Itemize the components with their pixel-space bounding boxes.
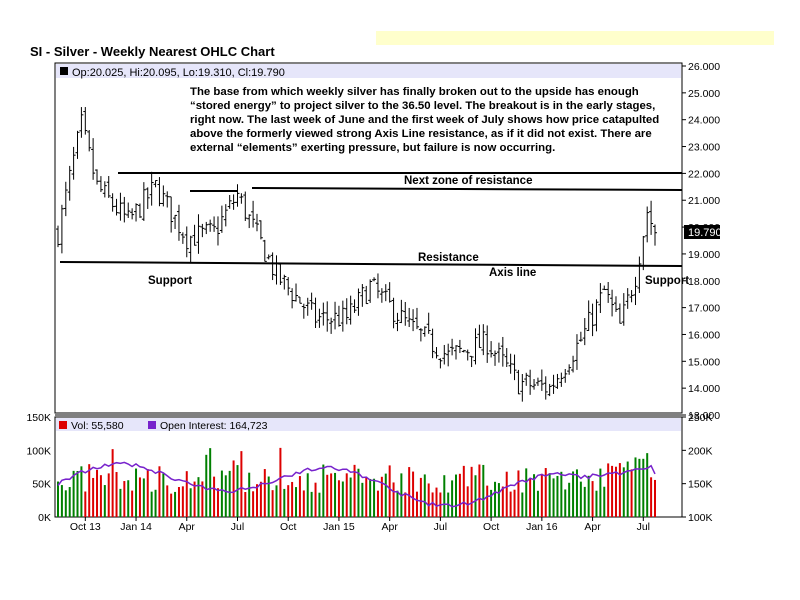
header-highlight-bar: [376, 31, 774, 45]
price-y-tick-label: 22.000: [688, 168, 720, 180]
volume-bars: [57, 447, 656, 517]
x-tick-label: Apr: [381, 521, 398, 533]
volume-y-tick-label: 150K: [26, 412, 51, 424]
x-tick-label: Jul: [637, 521, 650, 533]
open-interest-line: [57, 461, 656, 508]
x-axis: Oct 13 Jan 14 Apr Jul Oct Jan 15 Apr Jul Oct Jan …: [70, 517, 650, 533]
x-tick-label: Jul: [434, 521, 447, 533]
oi-legend-swatch: [148, 421, 156, 429]
x-tick-label: Apr: [179, 521, 196, 533]
resistance-label: Resistance: [418, 252, 479, 264]
price-y-tick-label: 14.000: [688, 383, 720, 395]
oi-legend-text: Open Interest: 164,723: [160, 420, 268, 432]
price-y-tick-label: 17.000: [688, 303, 720, 315]
price-y-tick-label: 21.000: [688, 195, 720, 207]
ohlc-legend-text: Op:20.025, Hi:20.095, Lo:19.310, Cl:19.7…: [72, 67, 285, 79]
axis-line-label: Axis line: [489, 267, 536, 279]
oi-y-tick-label: 250K: [688, 412, 713, 424]
volume-y-tick-label: 50K: [32, 479, 51, 491]
volume-legend-text: Vol: 55,580: [71, 420, 124, 432]
next-zone-line-3: [251, 187, 683, 191]
support-right-label: Support: [645, 275, 689, 287]
x-tick-label: Apr: [584, 521, 601, 533]
oi-y-tick-label: 200K: [688, 445, 713, 457]
volume-y-axis: 150K 100K 50K 0K: [26, 412, 51, 524]
chart-title: SI - Silver - Weekly Nearest OHLC Chart: [30, 44, 275, 59]
x-tick-label: Oct 13: [70, 521, 101, 533]
price-panel-frame: [54, 62, 683, 414]
oi-y-tick-label: 100K: [688, 512, 713, 524]
volume-y-tick-label: 100K: [26, 445, 51, 457]
axis-line: [59, 261, 683, 267]
oi-y-tick-label: 150K: [688, 479, 713, 491]
price-y-tick-label: 18.000: [688, 276, 720, 288]
last-price-text: 19.790: [688, 227, 722, 239]
price-y-tick-label: 13.000: [688, 410, 720, 422]
price-y-tick-label: 26.000: [688, 61, 720, 73]
x-tick-label: Jan 14: [120, 521, 152, 533]
next-zone-label: Next zone of resistance: [404, 175, 532, 187]
x-tick-label: Oct: [280, 521, 296, 533]
price-y-tick-label: 23.000: [688, 142, 720, 154]
support-left-label: Support: [148, 275, 192, 287]
volume-panel-frame: [54, 416, 683, 518]
x-tick-label: Jan 16: [526, 521, 558, 533]
commentary-note: The base from which weekly silver has fi…: [190, 86, 660, 154]
price-y-tick-label: 19.000: [688, 249, 720, 261]
x-tick-label: Jan 15: [323, 521, 355, 533]
oi-y-axis: 250K 200K 150K 100K: [682, 412, 713, 524]
volume-y-tick-label: 0K: [38, 512, 51, 524]
price-y-tick-label: 15.000: [688, 356, 720, 368]
x-tick-label: Oct: [483, 521, 499, 533]
last-price-tag: [684, 225, 720, 239]
price-y-axis: 26.00025.00024.00023.00022.00021.00020.0…: [682, 61, 720, 422]
price-y-tick-label: 24.000: [688, 115, 720, 127]
volume-legend-bar: [56, 418, 681, 431]
ohlc-bars: [56, 107, 657, 402]
x-tick-label: Jul: [231, 521, 244, 533]
volume-legend-swatch: [59, 421, 67, 429]
ohlc-legend-bar: [56, 64, 681, 78]
ohlc-legend-swatch: [60, 67, 68, 75]
price-y-tick-label: 25.000: [688, 88, 720, 100]
price-y-tick-label: 16.000: [688, 329, 720, 341]
